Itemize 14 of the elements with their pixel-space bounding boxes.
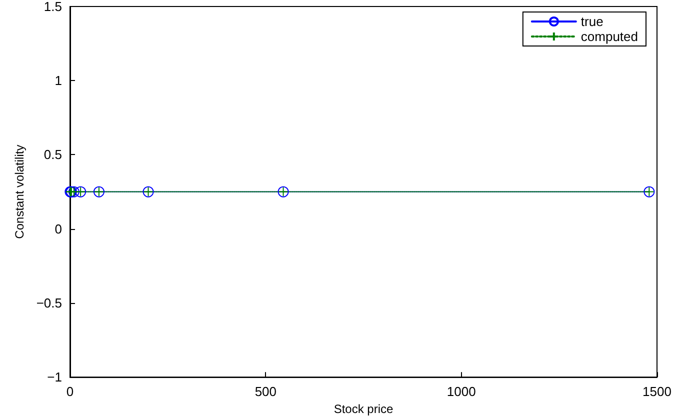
x-tick-label: 1000 bbox=[446, 384, 476, 400]
legend-label: true bbox=[580, 14, 604, 29]
y-tick-label: 0.5 bbox=[44, 147, 62, 162]
y-axis-title: Constant volatility bbox=[12, 144, 26, 239]
y-tick-label: 1 bbox=[54, 73, 62, 88]
x-axis-title: Stock price bbox=[334, 402, 394, 416]
x-tick-label: 1500 bbox=[642, 384, 672, 400]
legend-label: computed bbox=[580, 29, 638, 44]
x-tick-label: 500 bbox=[254, 384, 277, 400]
y-tick-label: 0 bbox=[54, 221, 62, 236]
x-tick-label: 0 bbox=[66, 384, 74, 400]
y-tick-label: −1 bbox=[47, 370, 62, 385]
y-tick-label: −0.5 bbox=[36, 295, 62, 310]
y-tick-label: 1.5 bbox=[44, 0, 62, 14]
